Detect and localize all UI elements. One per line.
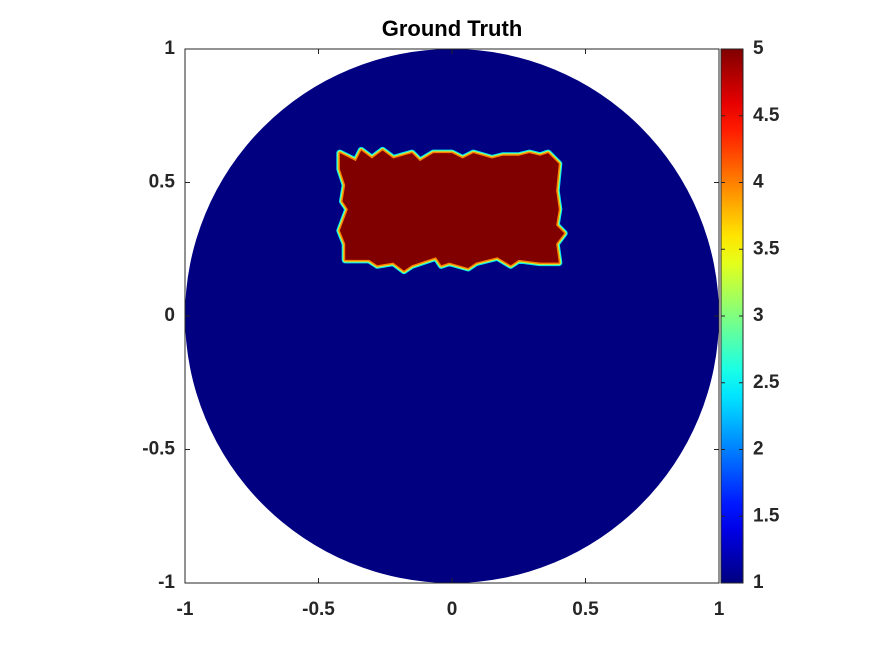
colorbar-tick-label: 1 (753, 572, 764, 593)
disk-region (185, 49, 719, 583)
y-tick-label: 1 (164, 38, 175, 59)
colorbar-tick-label: 2 (753, 439, 764, 460)
colorbar-tick-label: 2.5 (753, 372, 780, 393)
y-tick-label: 0.5 (149, 172, 176, 193)
x-tick-label: -0.5 (302, 599, 335, 620)
colorbar-tick-label: 3.5 (753, 238, 780, 259)
y-tick-label: -1 (158, 572, 175, 593)
polygon-region (339, 150, 565, 271)
colorbar-tick-label: 4.5 (753, 105, 780, 126)
y-tick-label: 0 (164, 305, 175, 326)
x-tick-label: 0 (447, 599, 458, 620)
colorbar-tick-label: 3 (753, 305, 764, 326)
x-tick-label: 1 (714, 599, 725, 620)
colorbar-tick-label: 5 (753, 38, 764, 59)
colorbar-tick-label: 1.5 (753, 505, 780, 526)
chart-title: Ground Truth (382, 16, 523, 41)
x-tick-label: -1 (177, 599, 194, 620)
colorbar-tick-label: 4 (753, 172, 764, 193)
y-tick-label: -0.5 (142, 439, 175, 460)
x-tick-label: 0.5 (572, 599, 599, 620)
